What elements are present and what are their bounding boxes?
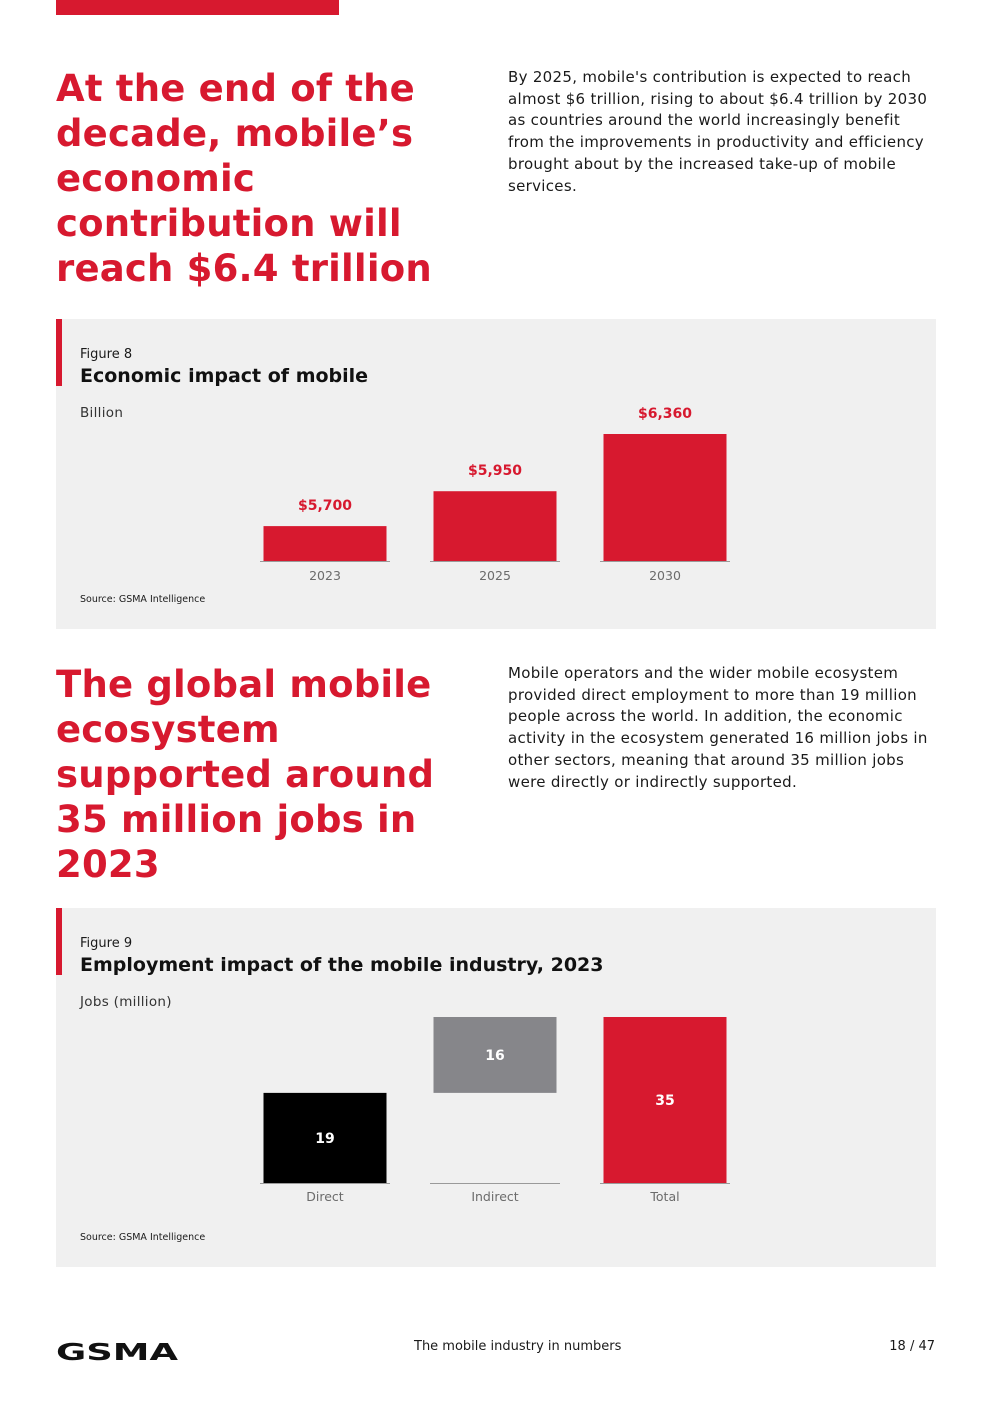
bar-2023 xyxy=(263,526,387,561)
section2-intro: Mobile operators and the wider mobile ec… xyxy=(508,664,928,791)
section1-intro: By 2025, mobile's contribution is expect… xyxy=(508,68,928,195)
data-label-indirect: 16 xyxy=(485,1048,504,1064)
economic-impact-chart: $5,700 2023 $5,950 2025 $6,360 2030 xyxy=(260,406,730,583)
figure9-accent-bar xyxy=(56,908,62,975)
gsma-logo[interactable]: GSMA xyxy=(56,1341,180,1363)
tick-label-2023: 2023 xyxy=(309,568,341,583)
figure8-unit-label: Billion xyxy=(80,405,124,421)
figure8-accent-bar xyxy=(56,319,62,386)
tick-label-indirect: Indirect xyxy=(471,1189,518,1204)
employment-impact-chart: 19 Direct 16 Indirect 35 Total xyxy=(260,1017,730,1204)
page-number: 18 / 47 xyxy=(889,1339,935,1354)
figure8-number: Figure 8 xyxy=(80,347,133,362)
data-label-direct: 19 xyxy=(315,1131,334,1147)
footer-document-title: The mobile industry in numbers xyxy=(414,1339,622,1354)
figure8-panel: Figure 8 Economic impact of mobile Billi… xyxy=(56,319,936,629)
bar-direct xyxy=(263,1092,387,1183)
tick-label-2030: 2030 xyxy=(649,568,681,583)
tick-label-total: Total xyxy=(649,1189,679,1204)
bar-2025 xyxy=(433,491,557,561)
figure9-title: Employment impact of the mobile industry… xyxy=(80,954,604,976)
figure8-source: Source: GSMA Intelligence xyxy=(80,594,206,605)
data-label-2023: $5,700 xyxy=(298,498,352,514)
section1-headline: At the end of the decade, mobile’s econo… xyxy=(56,67,432,290)
data-label-2025: $5,950 xyxy=(468,463,522,479)
figure8-title: Economic impact of mobile xyxy=(80,365,369,387)
tick-label-2025: 2025 xyxy=(479,568,511,583)
figure9-number: Figure 9 xyxy=(80,936,133,951)
figure9-source: Source: GSMA Intelligence xyxy=(80,1232,206,1243)
section2-headline: The global mobile ecosystem supported ar… xyxy=(56,663,435,886)
figure9-unit-label: Jobs (million) xyxy=(80,994,172,1010)
data-label-2030: $6,360 xyxy=(638,406,692,422)
figure9-panel: Figure 9 Employment impact of the mobile… xyxy=(56,908,936,1267)
top-accent-bar xyxy=(56,0,339,15)
bar-2030 xyxy=(603,434,727,561)
bar-total xyxy=(603,1017,727,1183)
tick-label-direct: Direct xyxy=(306,1189,344,1204)
data-label-total: 35 xyxy=(655,1093,674,1109)
gsma-logo-text: GSMA xyxy=(56,1341,178,1363)
bar-indirect xyxy=(433,1017,557,1093)
